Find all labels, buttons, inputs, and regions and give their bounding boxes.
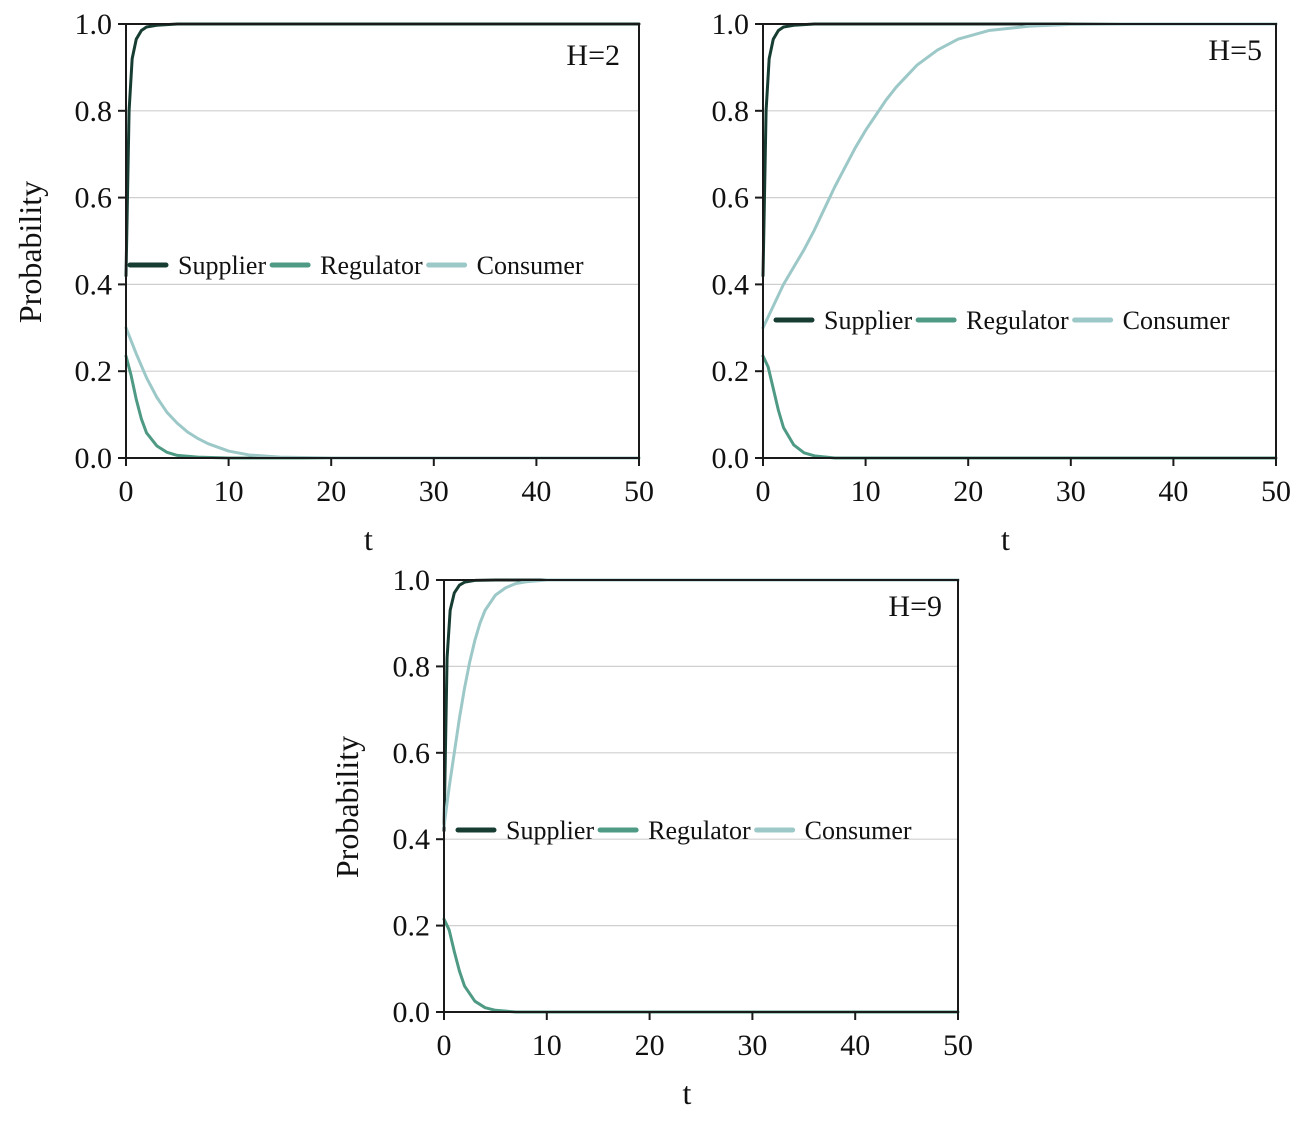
- x-axis-title: t: [364, 521, 373, 557]
- legend: Supplier Regulator Consumer: [455, 816, 912, 845]
- y-tick-label: 1.0: [712, 8, 750, 41]
- y-tick-label: 0.0: [393, 996, 431, 1029]
- x-tick-label: 40: [840, 1029, 870, 1062]
- legend-label-consumer: Consumer: [805, 816, 912, 845]
- legend: Supplier Regulator Consumer: [773, 306, 1230, 335]
- y-tick-label: 1.0: [393, 564, 431, 597]
- y-tick-label: 1.0: [75, 8, 113, 41]
- legend-label-supplier: Supplier: [178, 251, 266, 280]
- x-tick-label: 30: [419, 475, 449, 508]
- y-tick-label: 0.2: [393, 910, 431, 943]
- chart-panel-1: 0 10 20 30 40 50 0.0 0.2 0.4 0.6 0.8 1.0 t Probabilit…: [12, 8, 654, 557]
- y-tick-label: 0.8: [712, 95, 750, 128]
- y-tick-label: 0.8: [75, 95, 113, 128]
- series-line-supplier: [442, 578, 960, 833]
- x-axis-title: t: [1001, 521, 1010, 557]
- plot-frame: [443, 579, 959, 1013]
- y-tick-label: 0.8: [393, 650, 431, 683]
- legend-label-consumer: Consumer: [477, 251, 584, 280]
- legend-label-consumer: Consumer: [1123, 306, 1230, 335]
- legend-label-supplier: Supplier: [824, 306, 912, 335]
- y-tick-label: 0.4: [712, 268, 750, 301]
- legend-label-regulator: Regulator: [648, 816, 751, 845]
- series-line-regulator: [442, 917, 960, 1014]
- x-tick-label: 50: [1261, 475, 1291, 508]
- x-tick-label: 0: [756, 475, 771, 508]
- x-tick-label: 20: [953, 475, 983, 508]
- x-tick-label: 30: [737, 1029, 767, 1062]
- y-tick-label: 0.4: [75, 268, 113, 301]
- legend-label-supplier: Supplier: [506, 816, 594, 845]
- x-tick-label: 40: [521, 475, 551, 508]
- x-tick-label: 0: [119, 475, 134, 508]
- legend: Supplier Regulator Consumer: [127, 251, 584, 280]
- x-tick-label: 40: [1158, 475, 1188, 508]
- plot-frame: [762, 23, 1277, 459]
- x-tick-label: 0: [437, 1029, 452, 1062]
- legend-label-regulator: Regulator: [320, 251, 423, 280]
- x-axis-title: t: [683, 1075, 692, 1111]
- x-tick-label: 20: [316, 475, 346, 508]
- panel-annotation: H=2: [566, 39, 620, 72]
- y-tick-label: 0.0: [75, 442, 113, 475]
- series-line-consumer: [442, 578, 960, 828]
- series-line-supplier: [124, 22, 641, 278]
- chart-panel-3: 0 10 20 30 40 50 0.0 0.2 0.4 0.6 0.8 1.0 t Probabilit…: [329, 564, 973, 1111]
- y-tick-label: 0.6: [393, 737, 431, 770]
- x-tick-label: 30: [1056, 475, 1086, 508]
- y-tick-label: 0.0: [712, 442, 750, 475]
- y-tick-label: 0.2: [75, 355, 113, 388]
- series-line-supplier: [761, 22, 1278, 278]
- legend-label-regulator: Regulator: [966, 306, 1069, 335]
- y-tick-label: 0.6: [75, 182, 113, 215]
- x-tick-label: 10: [851, 475, 881, 508]
- x-tick-label: 10: [214, 475, 244, 508]
- y-axis-title: Probability: [12, 181, 48, 323]
- x-tick-label: 10: [532, 1029, 562, 1062]
- plot-frame: [125, 23, 640, 459]
- x-tick-label: 50: [624, 475, 654, 508]
- panel-annotation: H=9: [888, 590, 942, 623]
- panel-annotation: H=5: [1208, 34, 1262, 67]
- series-line-regulator: [761, 354, 1278, 460]
- y-axis-title: Probability: [329, 736, 365, 878]
- series-line-consumer: [761, 22, 1278, 330]
- y-tick-label: 0.4: [393, 823, 431, 856]
- series-line-consumer: [124, 326, 641, 460]
- y-tick-label: 0.2: [712, 355, 750, 388]
- chart-panel-2: 0 10 20 30 40 50 0.0 0.2 0.4 0.6 0.8 1.0 t H=5 Supplie…: [712, 8, 1292, 557]
- y-tick-label: 0.6: [712, 182, 750, 215]
- x-tick-label: 20: [635, 1029, 665, 1062]
- x-tick-label: 50: [943, 1029, 973, 1062]
